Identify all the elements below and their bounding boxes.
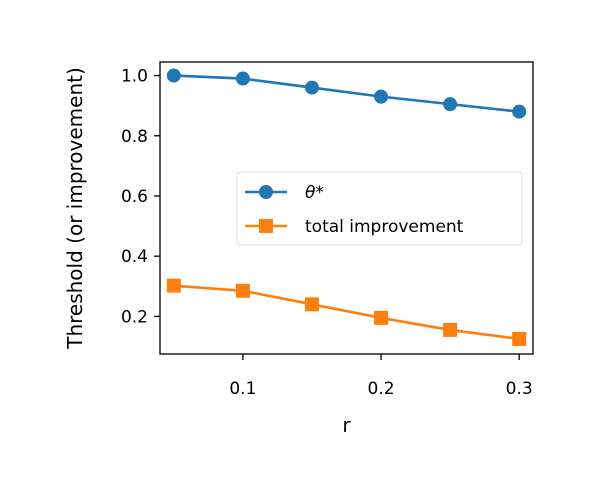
legend-box <box>236 171 523 246</box>
data-point-series-1-0 <box>166 278 181 293</box>
x-axis-label: r <box>342 413 351 437</box>
data-point-series-1-5 <box>512 331 527 346</box>
data-point-series-0-3 <box>374 89 389 104</box>
data-point-series-0-2 <box>304 80 319 95</box>
x-tick-label-2: 0.3 <box>506 379 533 399</box>
data-point-series-0-0 <box>166 68 181 83</box>
legend-marker-0 <box>259 185 273 199</box>
y-tick-label-3: 0.8 <box>121 127 148 147</box>
series-line-1 <box>173 284 520 341</box>
legend-marker-1 <box>259 219 273 233</box>
y-axis-label: Threshold (or improvement) <box>63 67 87 350</box>
data-point-series-0-4 <box>443 97 458 112</box>
y-tick-label-2: 0.6 <box>121 187 148 207</box>
data-point-series-1-3 <box>374 310 389 325</box>
legend-label-0: θ* <box>305 183 324 203</box>
data-point-series-1-2 <box>304 297 319 312</box>
y-tick-label-4: 1.0 <box>121 67 148 87</box>
x-tick-label-1: 0.2 <box>368 379 395 399</box>
plot-area <box>166 68 527 346</box>
x-tick-label-0: 0.1 <box>229 379 256 399</box>
legend: θ* total improvement <box>236 171 523 246</box>
y-tick-label-0: 0.2 <box>121 307 148 327</box>
data-point-series-1-1 <box>235 283 250 298</box>
series-line-0 <box>173 74 520 113</box>
axes: 0.1 0.2 0.3 0.2 0.4 0.6 0.8 1.0 <box>121 61 534 399</box>
data-point-series-1-4 <box>443 322 458 337</box>
legend-label-1: total improvement <box>305 217 464 237</box>
axes-frame <box>159 61 534 355</box>
data-point-series-0-1 <box>235 71 250 86</box>
y-tick-label-1: 0.4 <box>121 247 148 267</box>
data-point-series-0-5 <box>512 104 527 119</box>
